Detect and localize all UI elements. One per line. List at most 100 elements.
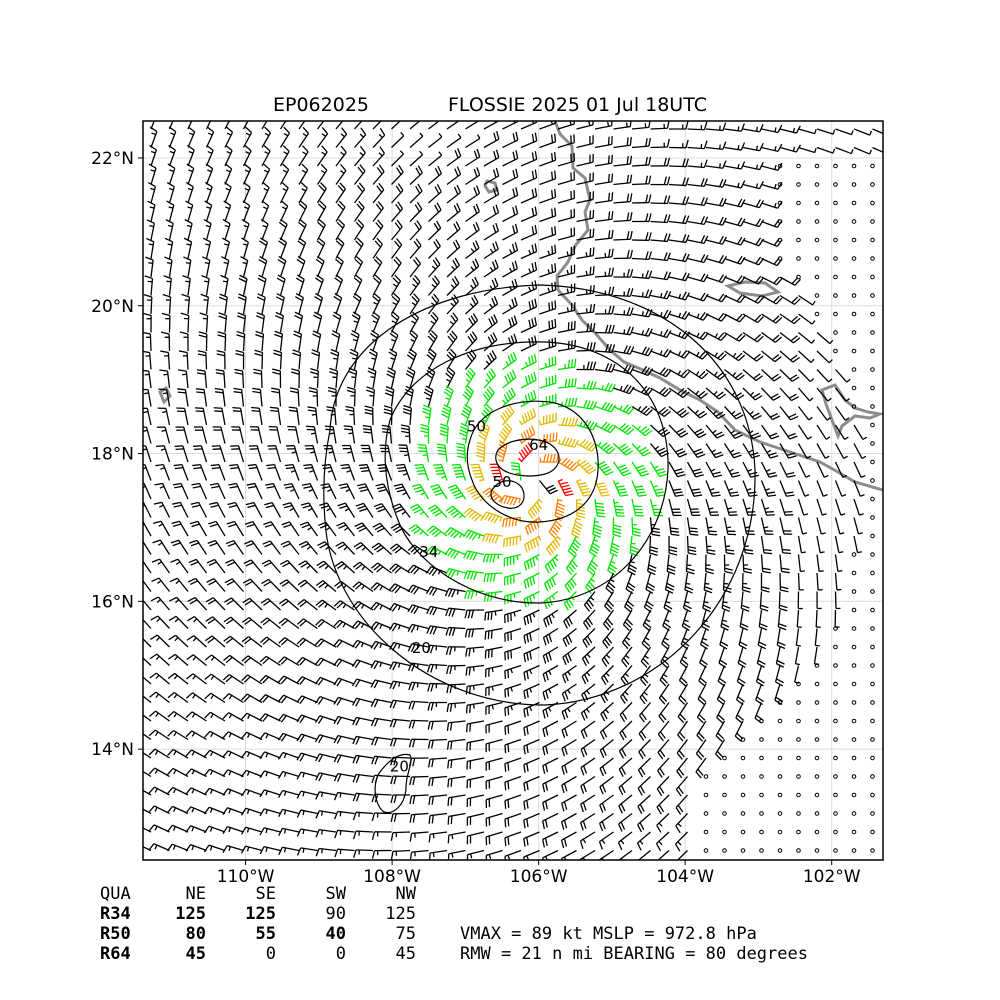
wind-barb (408, 700, 429, 710)
wind-barb (656, 776, 670, 797)
wind-barb (389, 543, 411, 556)
wind-barb (390, 238, 403, 259)
lat-tick-label: 16°N (91, 592, 134, 612)
wind-barb (247, 463, 263, 481)
wind-barb (675, 813, 688, 834)
wind-barb (202, 237, 212, 259)
wind-barb (794, 646, 801, 666)
wind-barb (296, 618, 318, 630)
wind-barb (372, 274, 382, 296)
wind-barb (283, 482, 300, 500)
wind-barb (446, 720, 466, 731)
wind-barb (446, 133, 462, 149)
wind-barb (425, 366, 436, 389)
wind-barb (705, 424, 725, 439)
wind-barb (779, 125, 801, 134)
wind-barb (649, 517, 661, 537)
wind-barb (523, 757, 540, 773)
wind-barb (542, 812, 559, 830)
wind-barb (638, 720, 651, 741)
wind-barb (445, 607, 466, 617)
wind-barb (240, 769, 263, 778)
calm-marker (814, 182, 820, 187)
radii-r50-se: 55 (256, 924, 276, 944)
wind-barb (484, 609, 503, 621)
wind-barb (149, 144, 158, 167)
calm-marker (870, 237, 875, 243)
wind-barb (687, 178, 708, 188)
wind-barb (408, 757, 429, 767)
wind-barb (352, 735, 374, 745)
wind-barb (166, 824, 189, 833)
mexico-coastline (553, 121, 883, 492)
wind-barb (167, 710, 189, 722)
wind-barb (542, 794, 559, 811)
wind-barb (638, 702, 651, 723)
wind-barb (557, 121, 575, 130)
wind-radii-table: QUA NE SE SW NW R34 125 125 90 125 R50 8… (100, 884, 417, 964)
wind-barb (446, 257, 460, 278)
wind-barb (409, 329, 419, 352)
wind-barb (816, 146, 836, 154)
wind-barb (561, 720, 577, 739)
wind-barb (198, 331, 208, 352)
wind-barb (483, 241, 499, 260)
wind-barb (613, 404, 635, 415)
wind-barb (371, 736, 392, 746)
wind-barb (405, 366, 416, 389)
wind-barb (557, 436, 579, 448)
wind-barb (542, 664, 559, 683)
wind-barb (372, 522, 392, 537)
wind-barb (636, 831, 651, 851)
calm-marker (722, 792, 727, 798)
wind-barb (166, 181, 175, 204)
wind-barb (400, 424, 411, 444)
radii-r34-sw: 90 (326, 904, 346, 924)
wind-barb (607, 554, 618, 576)
wind-barb (148, 805, 170, 815)
wind-barb (278, 617, 300, 630)
wind-barb (179, 331, 189, 352)
wind-barb (152, 520, 171, 537)
wind-barb (205, 616, 226, 629)
wind-barb (261, 126, 272, 148)
wind-barb (446, 148, 462, 167)
wind-barb (446, 203, 461, 223)
wind-barb (177, 388, 189, 407)
wind-barb (815, 609, 821, 628)
wind-barb (273, 349, 283, 370)
wind-barb (216, 349, 226, 370)
wind-barb (724, 331, 746, 342)
wind-barb (539, 393, 557, 408)
wind-barb (426, 605, 448, 616)
calm-marker (777, 182, 783, 187)
wind-barb (192, 463, 208, 481)
wind-barb (278, 637, 300, 648)
wind-barb (391, 201, 404, 222)
wind-barb (169, 596, 189, 611)
wind-barb (147, 200, 156, 222)
radii-r34-nw: 125 (385, 904, 416, 924)
wind-barb (152, 539, 171, 555)
wind-barb (640, 665, 652, 687)
wind-barb (601, 646, 614, 667)
wind-barb (333, 292, 343, 315)
wind-barb (482, 533, 503, 544)
wind-barb (259, 713, 281, 722)
wind-barb (212, 426, 226, 444)
wind-barb (166, 200, 175, 222)
calm-marker (851, 607, 857, 613)
wind-barb (723, 461, 741, 478)
wind-barb (143, 350, 152, 370)
wind-barb (621, 628, 633, 650)
wind-barb (779, 369, 800, 382)
wind-barb (366, 386, 376, 407)
wind-barb (557, 245, 576, 260)
wind-barb (423, 385, 434, 407)
wind-barb (203, 787, 226, 796)
wind-barb (643, 591, 654, 613)
wind-barb (266, 463, 282, 481)
wind-barb (777, 609, 787, 631)
wind-barb (206, 578, 226, 592)
wind-barb (539, 121, 557, 130)
